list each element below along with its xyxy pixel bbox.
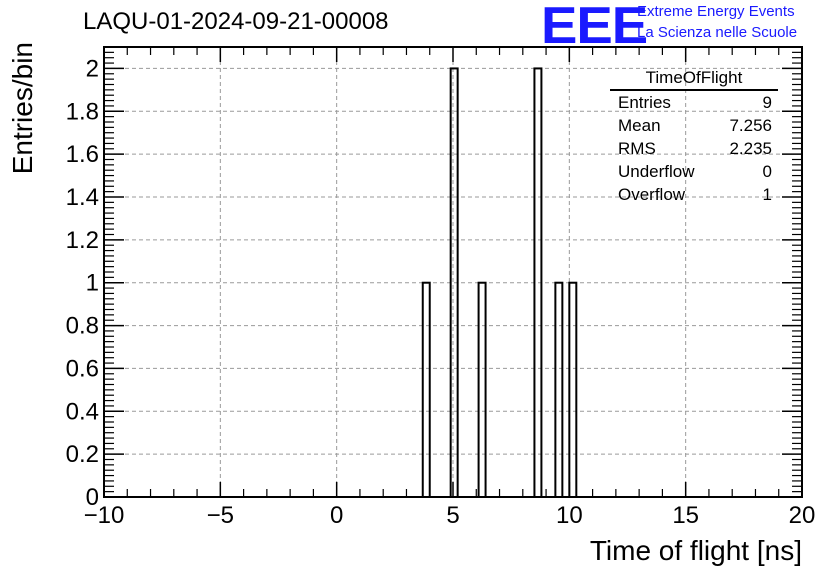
stats-row: RMS 2.235 xyxy=(610,137,778,160)
histogram-bar xyxy=(568,281,578,499)
histogram-bar xyxy=(421,281,431,499)
logo-subtitle-2: La Scienza nelle Scuole xyxy=(637,24,798,41)
axis-ticks xyxy=(103,46,803,498)
y-tick-label: 1.8 xyxy=(66,98,99,125)
eee-logo: EEE xyxy=(541,0,648,55)
y-tick-label: 0.4 xyxy=(66,398,99,425)
y-tick-label: 1.4 xyxy=(66,184,99,211)
y-tick-label: 2 xyxy=(86,55,99,82)
stats-row: Entries 9 xyxy=(610,91,778,114)
y-tick-label: 0 xyxy=(86,484,99,511)
stats-label: RMS xyxy=(618,139,656,158)
y-axis-label: Entries/bin xyxy=(7,42,38,174)
stats-row: Overflow 1 xyxy=(610,183,778,206)
logo-subtitle-1: Extreme Energy Events xyxy=(637,3,795,20)
x-axis-label: Time of flight [ns] xyxy=(590,535,802,566)
stats-box: TimeOfFlight Entries 9 Mean 7.256 RMS 2.235 Un… xyxy=(610,68,778,206)
stats-value: 9 xyxy=(762,93,772,112)
stats-label: Entries xyxy=(618,93,671,112)
x-tick-label: 20 xyxy=(789,502,816,529)
histogram-bar xyxy=(477,281,487,499)
histogram-bar xyxy=(554,281,564,499)
y-tick-labels: 0 0.2 0.4 0.6 0.8 1 1.2 1.4 1.6 1.8 2 xyxy=(66,55,99,511)
x-tick-label: 0 xyxy=(330,502,343,529)
stats-value: 7.256 xyxy=(729,116,772,135)
y-tick-label: 0.6 xyxy=(66,355,99,382)
grid-lines xyxy=(104,47,802,497)
y-tick-label: 1 xyxy=(86,270,99,297)
stats-title: TimeOfFlight xyxy=(610,68,778,91)
x-tick-label: 15 xyxy=(672,502,699,529)
stats-row: Underflow 0 xyxy=(610,160,778,183)
y-tick-label: 0.8 xyxy=(66,313,99,340)
stats-label: Mean xyxy=(618,116,661,135)
x-tick-label: −10 xyxy=(84,502,125,529)
x-tick-labels: −10 −5 0 5 10 15 20 xyxy=(84,502,816,529)
stats-value: 2.235 xyxy=(729,139,772,158)
y-tick-label: 0.2 xyxy=(66,441,99,468)
y-tick-label: 1.2 xyxy=(66,227,99,254)
stats-value: 0 xyxy=(762,162,772,181)
x-tick-label: 5 xyxy=(446,502,459,529)
chart-title: LAQU-01-2024-09-21-00008 xyxy=(83,8,389,35)
stats-value: 1 xyxy=(762,185,772,204)
stats-label: Overflow xyxy=(618,185,686,204)
x-tick-label: −5 xyxy=(207,502,234,529)
y-tick-label: 1.6 xyxy=(66,141,99,168)
x-tick-label: 10 xyxy=(556,502,583,529)
stats-label: Underflow xyxy=(618,162,695,181)
stats-row: Mean 7.256 xyxy=(610,114,778,137)
